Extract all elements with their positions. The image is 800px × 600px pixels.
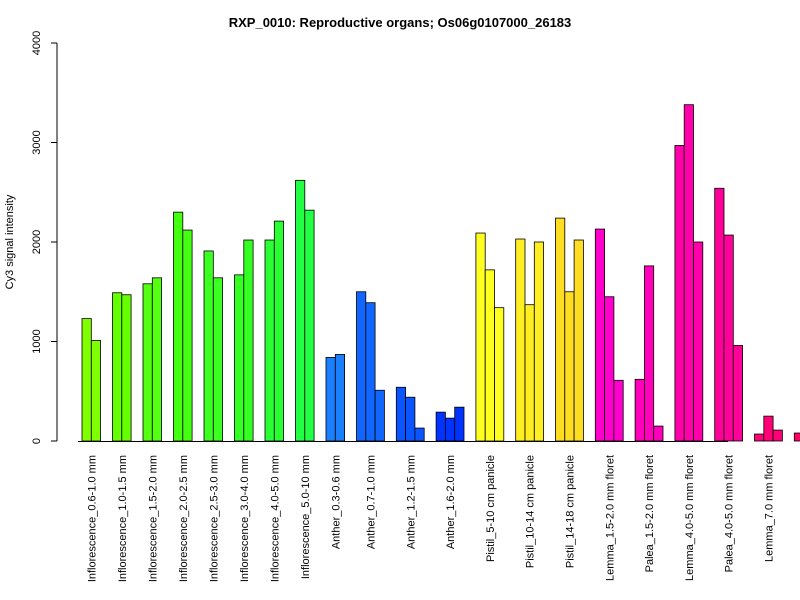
bar: [90, 340, 102, 442]
bar: [772, 429, 783, 442]
bar: [693, 241, 704, 442]
bar: [564, 291, 575, 442]
bar: [81, 318, 92, 442]
bar: [533, 241, 544, 442]
bar: [573, 239, 584, 442]
bar: [444, 417, 456, 442]
bar: [644, 265, 655, 442]
category-label: Lemma_4.0-5.0 mm floret: [684, 455, 696, 581]
bar: [395, 386, 406, 442]
bar: [475, 232, 486, 442]
category-label: Anther_1.2-1.5 mm: [405, 455, 417, 549]
category-label: Lemma_7.0 mm floret: [763, 455, 775, 562]
category-label: Anther_1.6-2.0 mm: [445, 455, 457, 549]
category-label: Pistil_14-18 cm panicle: [564, 455, 576, 568]
bar: [121, 294, 132, 442]
bar: [754, 433, 765, 442]
bar: [763, 415, 774, 442]
bar: [374, 389, 385, 442]
bar: [454, 406, 465, 442]
y-tick-label: 2000: [31, 230, 43, 254]
y-tick-label: 4000: [31, 31, 43, 55]
bar: [234, 274, 245, 442]
bar: [182, 229, 193, 442]
bar: [414, 427, 425, 442]
bar: [304, 209, 315, 442]
bar: [604, 296, 615, 442]
category-label: Anther_0.7-1.0 mm: [365, 455, 377, 549]
y-axis: 0 1000 2000 3000 4000: [31, 31, 58, 444]
y-tick-label: 3000: [31, 130, 43, 154]
bar: [264, 239, 275, 442]
bar: [142, 283, 153, 442]
category-label: Anther_0.3-0.6 mm: [330, 455, 342, 549]
bar: [325, 357, 336, 442]
category-label: Inflorescence_1.5-2.0 mm: [147, 455, 159, 582]
bar: [173, 211, 184, 442]
bar: [732, 345, 743, 442]
y-tick-label: 0: [31, 438, 43, 444]
bar: [243, 239, 254, 442]
bar: [555, 217, 566, 442]
bar: [484, 269, 495, 442]
bar: [613, 379, 624, 442]
category-labels: Inflorescence_0.6-1.0 mm Inflorescence_1.…: [86, 455, 775, 582]
bar: [515, 238, 526, 442]
category-label: Inflorescence_3.0-4.0 mm: [239, 455, 251, 582]
bar: [151, 277, 163, 442]
y-axis-title: Cy3 signal intensity: [4, 194, 16, 289]
bar: [203, 250, 214, 442]
chart-title: RXP_0010: Reproductive organs; Os06g0107…: [229, 15, 572, 30]
y-tick-label: 1000: [31, 329, 43, 353]
category-label: Pistil_10-14 cm panicle: [525, 455, 537, 568]
bar: [683, 104, 694, 442]
bar: [594, 228, 605, 442]
bar: [356, 291, 367, 442]
category-label: Inflorescence_0.6-1.0 mm: [86, 455, 98, 582]
category-label: Palea_1.5-2.0 mm floret: [644, 455, 656, 572]
bar: [793, 432, 800, 442]
category-label: Inflorescence_2.0-2.5 mm: [178, 455, 190, 582]
bar: [212, 277, 224, 442]
bar: [334, 354, 345, 442]
bar: [365, 302, 376, 442]
bars: [81, 104, 800, 442]
category-label: Lemma_1.5-2.0 mm floret: [604, 455, 616, 581]
bar: [273, 220, 284, 442]
category-label: Pistil_5-10 cm panicle: [485, 455, 497, 562]
bar: [674, 145, 685, 442]
bar: [723, 234, 734, 442]
bar: [524, 304, 535, 442]
category-label: Inflorescence_2.5-3.0 mm: [208, 455, 220, 582]
bar: [653, 425, 664, 442]
bar: [634, 378, 645, 442]
category-label: Inflorescence_4.0-5.0 mm: [269, 455, 281, 582]
bar: [494, 307, 505, 442]
category-label: Inflorescence_1.0-1.5 mm: [117, 455, 129, 582]
category-label: Inflorescence_5.0-10 mm: [300, 455, 312, 579]
bar: [714, 187, 725, 442]
bar: [112, 292, 123, 442]
bar: [435, 411, 446, 442]
bar: [295, 179, 306, 442]
bar: [405, 396, 416, 442]
category-label: Palea_4.0-5.0 mm floret: [724, 455, 736, 572]
